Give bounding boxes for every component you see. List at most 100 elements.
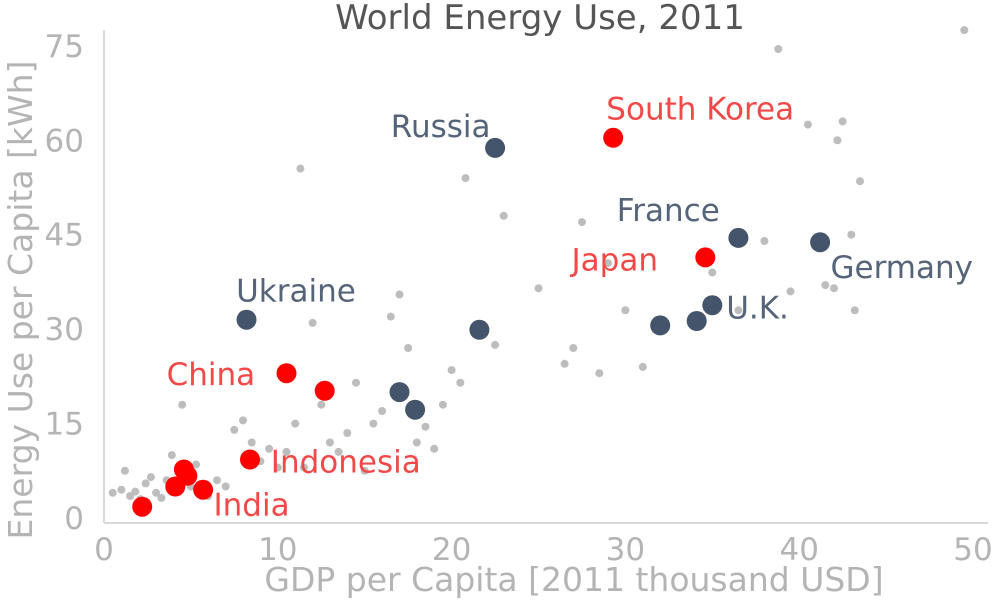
background-point — [273, 463, 282, 472]
background-point — [856, 177, 864, 186]
background-point — [308, 318, 317, 327]
highlighted-countries-dark — [236, 137, 831, 420]
dark-point — [702, 295, 723, 316]
y-tick-label: 15 — [45, 407, 84, 443]
background-point — [291, 419, 300, 428]
dark-point — [650, 315, 671, 336]
background-point — [447, 366, 456, 375]
background-point — [117, 485, 126, 494]
background-point — [369, 419, 378, 428]
background-point — [621, 306, 630, 315]
background-point — [395, 290, 404, 299]
background-point — [803, 120, 812, 129]
background-point — [786, 287, 795, 296]
x-tick-label: 0 — [94, 532, 114, 568]
background-point — [412, 438, 421, 447]
dark-point — [389, 382, 410, 403]
dark-point — [485, 137, 506, 158]
background-point — [821, 281, 830, 290]
background-point — [192, 460, 201, 469]
background-point — [299, 463, 308, 472]
background-point — [360, 466, 369, 475]
background-point — [317, 400, 326, 409]
x-tick-label: 50 — [953, 532, 992, 568]
background-point — [343, 429, 352, 437]
background-point — [774, 45, 783, 53]
y-tick-label: 60 — [45, 123, 84, 159]
dark-point — [469, 319, 490, 340]
background-point — [760, 237, 769, 245]
x-tick-label: 20 — [432, 532, 471, 568]
x-tick-label: 10 — [258, 532, 297, 568]
background-point — [141, 479, 150, 488]
background-point — [221, 482, 230, 491]
background-point — [534, 284, 543, 293]
background-point — [131, 487, 140, 496]
background-point — [604, 259, 612, 268]
background-point — [178, 400, 187, 409]
background-point — [578, 218, 586, 227]
x-tick-labels: 0 10 20 30 40 50 — [94, 532, 993, 568]
background-point — [960, 26, 969, 35]
background-point — [491, 340, 500, 349]
highlighted-countries-red — [132, 127, 716, 517]
background-point — [595, 369, 604, 378]
background-point — [325, 438, 334, 447]
country-label: U.K. — [726, 291, 789, 327]
red-point — [240, 449, 260, 470]
red-point — [314, 380, 335, 401]
country-label: Russia — [391, 109, 491, 145]
background-point — [850, 306, 859, 315]
background-point — [430, 444, 439, 453]
background-point — [560, 359, 569, 368]
background-point — [838, 117, 847, 126]
red-point — [695, 247, 716, 268]
background-point — [456, 378, 465, 387]
background-point — [334, 447, 343, 456]
dark-point — [728, 227, 749, 248]
country-annotations: Russia South Korea France Japan Germany Ukrai… — [167, 92, 973, 524]
background-point — [247, 438, 256, 447]
country-label: Japan — [570, 243, 658, 279]
background-point — [167, 451, 176, 460]
background-point — [120, 466, 129, 475]
background-point — [282, 447, 291, 456]
background-point — [296, 164, 305, 173]
background-point — [421, 422, 430, 431]
dark-point — [405, 399, 426, 420]
x-tick-label: 40 — [779, 532, 818, 568]
red-point — [177, 465, 198, 486]
background-point — [734, 306, 743, 315]
country-label: Germany — [831, 250, 973, 286]
background-point — [152, 488, 161, 497]
background-point — [378, 407, 387, 415]
x-tick-label: 30 — [606, 532, 645, 568]
red-point — [276, 363, 297, 384]
dark-point — [236, 309, 257, 330]
country-label: Ukraine — [236, 274, 356, 310]
y-tick-label: 30 — [45, 312, 84, 348]
background-point — [146, 473, 155, 482]
dark-point — [686, 311, 707, 331]
background-point — [499, 211, 508, 220]
background-point — [847, 230, 856, 239]
background-point — [404, 344, 413, 352]
background-point — [386, 312, 395, 321]
background-point — [108, 488, 117, 497]
country-label: France — [617, 193, 720, 229]
background-point — [352, 378, 360, 387]
y-tick-label: 45 — [45, 218, 84, 254]
background-point — [461, 174, 470, 183]
x-axis-label: GDP per Capita [2011 thousand USD] — [264, 560, 883, 599]
background-point — [833, 136, 842, 145]
y-tick-labels: 0 15 30 45 60 75 — [45, 29, 84, 537]
country-label: India — [214, 488, 290, 524]
background-point — [157, 493, 166, 502]
background-point — [638, 362, 647, 371]
background-point — [438, 400, 447, 409]
chart-title: World Energy Use, 2011 — [335, 0, 745, 38]
red-point — [132, 496, 153, 517]
background-point — [265, 444, 274, 453]
background-point — [239, 416, 247, 425]
y-axis-label: Energy Use per Capita [kWh] — [1, 61, 40, 540]
